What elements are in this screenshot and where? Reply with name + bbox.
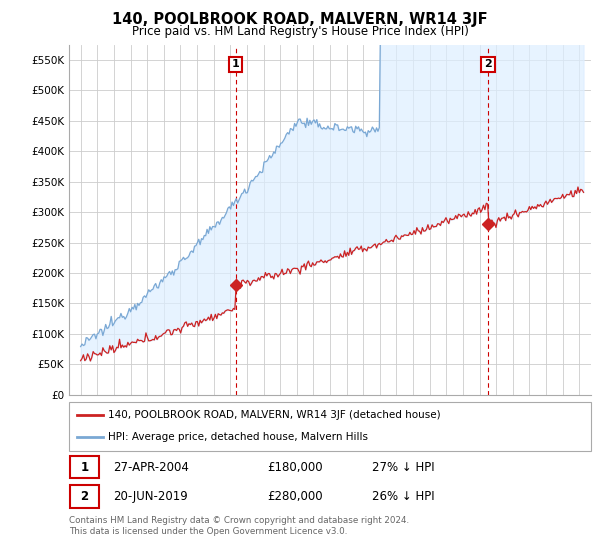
FancyBboxPatch shape <box>69 402 591 451</box>
Text: 27% ↓ HPI: 27% ↓ HPI <box>372 461 434 474</box>
Text: 2: 2 <box>484 59 492 69</box>
Text: £280,000: £280,000 <box>268 490 323 503</box>
Text: Contains HM Land Registry data © Crown copyright and database right 2024.
This d: Contains HM Land Registry data © Crown c… <box>69 516 409 536</box>
Text: £180,000: £180,000 <box>268 461 323 474</box>
Text: 2: 2 <box>80 490 88 503</box>
Text: Price paid vs. HM Land Registry's House Price Index (HPI): Price paid vs. HM Land Registry's House … <box>131 25 469 38</box>
Text: 27-APR-2004: 27-APR-2004 <box>113 461 189 474</box>
FancyBboxPatch shape <box>70 456 99 478</box>
Text: 140, POOLBROOK ROAD, MALVERN, WR14 3JF: 140, POOLBROOK ROAD, MALVERN, WR14 3JF <box>112 12 488 27</box>
Text: 20-JUN-2019: 20-JUN-2019 <box>113 490 188 503</box>
Text: HPI: Average price, detached house, Malvern Hills: HPI: Average price, detached house, Malv… <box>108 432 368 442</box>
Text: 140, POOLBROOK ROAD, MALVERN, WR14 3JF (detached house): 140, POOLBROOK ROAD, MALVERN, WR14 3JF (… <box>108 410 441 420</box>
FancyBboxPatch shape <box>70 486 99 508</box>
Text: 1: 1 <box>80 461 88 474</box>
Text: 1: 1 <box>232 59 239 69</box>
Text: 26% ↓ HPI: 26% ↓ HPI <box>372 490 434 503</box>
